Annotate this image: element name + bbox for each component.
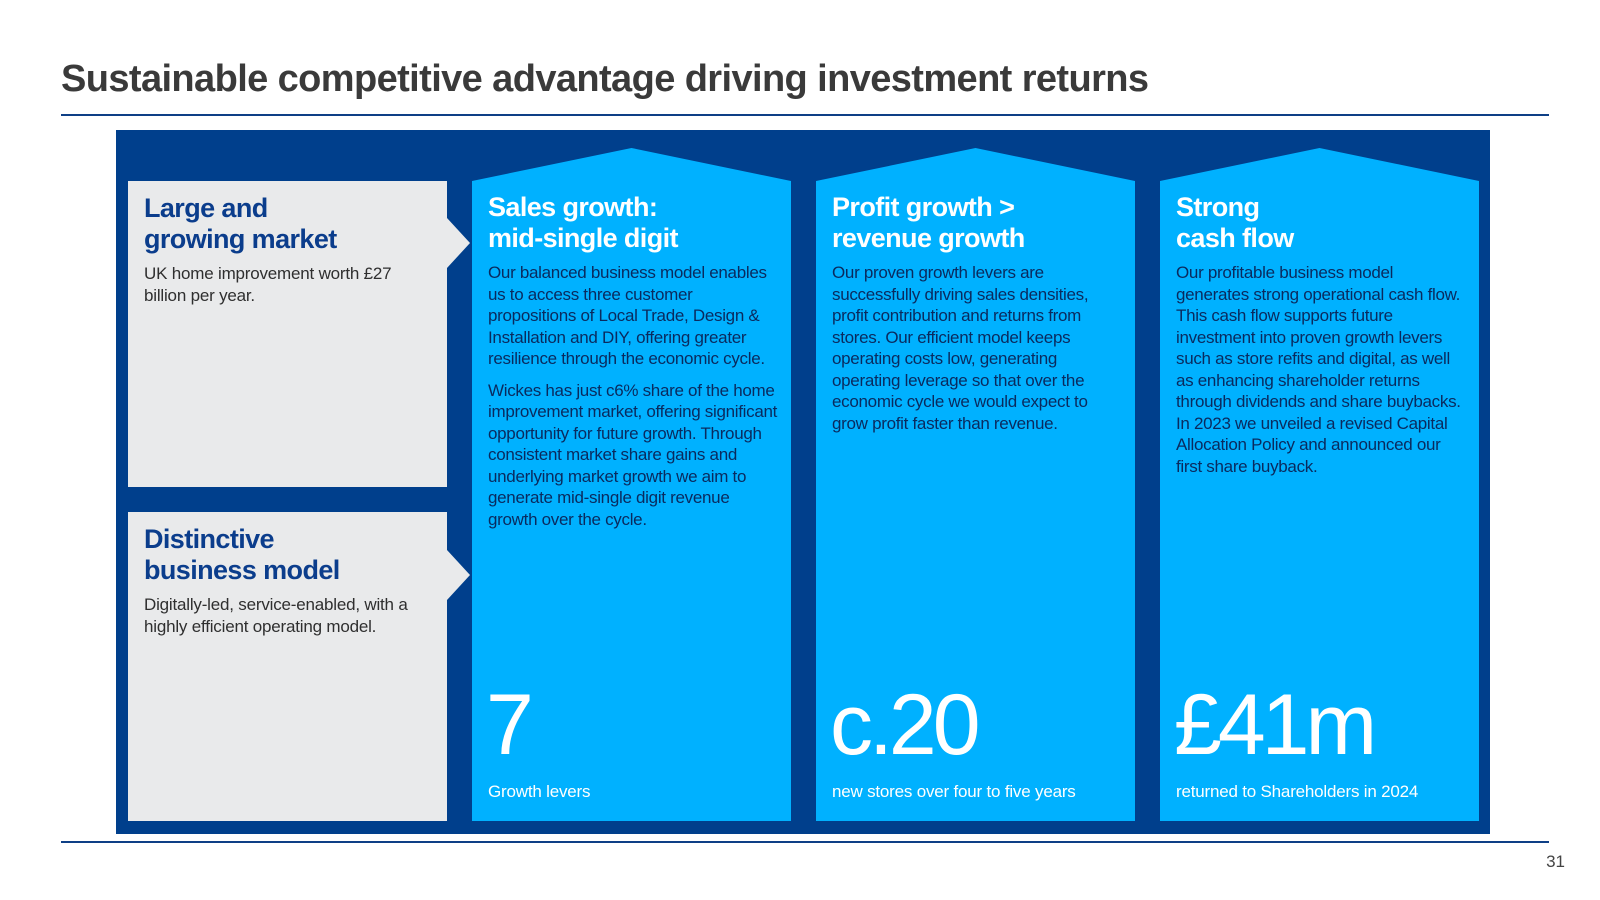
box-heading: Large and growing market xyxy=(144,193,434,255)
page-title: Sustainable competitive advantage drivin… xyxy=(61,58,1149,100)
box-heading: Distinctive business model xyxy=(144,524,434,586)
arrow-notch-1 xyxy=(447,218,470,268)
box-text: Digitally-led, service-enabled, with a h… xyxy=(144,595,408,636)
box-heading-line-1: Distinctive xyxy=(144,524,275,554)
box-heading-line-2: growing market xyxy=(144,224,337,254)
column-paragraph: Our proven growth levers are successfull… xyxy=(832,263,1089,433)
metric-value: 7 xyxy=(486,677,534,773)
column-heading-line-2: mid-single digit xyxy=(488,223,679,253)
column-heading: Sales growth: mid-single digit xyxy=(488,192,778,254)
column-heading-line-2: cash flow xyxy=(1176,223,1294,253)
column-paragraph: Our balanced business model enables us t… xyxy=(488,263,767,368)
column-heading: Strong cash flow xyxy=(1176,192,1466,254)
column-body: Our proven growth levers are successfull… xyxy=(832,262,1124,444)
column-heading-line-2: revenue growth xyxy=(832,223,1025,253)
content-panel: Large and growing market UK home improve… xyxy=(116,130,1490,834)
column-sales-growth: Sales growth: mid-single digit Our balan… xyxy=(472,148,791,821)
box-distinctive-business-model: Distinctive business model Digitally-led… xyxy=(128,512,447,821)
box-large-growing-market: Large and growing market UK home improve… xyxy=(128,181,447,487)
footer-divider xyxy=(61,841,1549,843)
column-profit-growth: Profit growth > revenue growth Our prove… xyxy=(816,148,1135,821)
column-body: Our profitable business model generates … xyxy=(1176,262,1468,487)
metric-label: returned to Shareholders in 2024 xyxy=(1176,782,1419,801)
column-heading-line-1: Strong xyxy=(1176,192,1260,222)
metric-value: £41m xyxy=(1174,677,1377,773)
column-heading-line-1: Sales growth: xyxy=(488,192,658,222)
column-paragraph: Our profitable business model generates … xyxy=(1176,263,1461,476)
page-number: 31 xyxy=(1546,852,1565,871)
column-heading-line-1: Profit growth > xyxy=(832,192,1015,222)
arrow-notch-2 xyxy=(447,550,470,600)
column-body: Our balanced business model enables us t… xyxy=(488,262,780,540)
title-divider xyxy=(61,114,1549,116)
box-text: UK home improvement worth £27 billion pe… xyxy=(144,264,392,305)
metric-label: new stores over four to five years xyxy=(832,782,1076,801)
column-cash-flow: Strong cash flow Our profitable business… xyxy=(1160,148,1479,821)
metric-value: c.20 xyxy=(830,677,981,773)
metric-label: Growth levers xyxy=(488,782,591,801)
column-heading: Profit growth > revenue growth xyxy=(832,192,1122,254)
box-heading-line-1: Large and xyxy=(144,193,268,223)
box-heading-line-2: business model xyxy=(144,555,340,585)
column-paragraph: Wickes has just c6% share of the home im… xyxy=(488,380,778,529)
